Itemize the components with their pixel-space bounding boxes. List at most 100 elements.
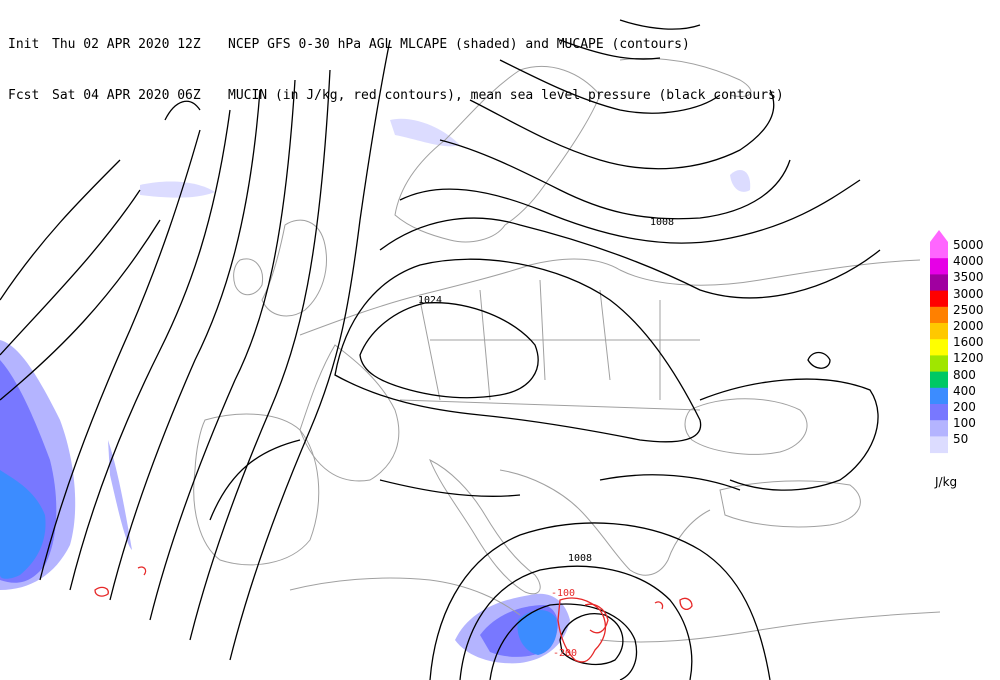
isobar [39, 129, 201, 581]
isobar [109, 89, 261, 601]
colorbar-unit: J/kg [935, 475, 958, 489]
colorbar-swatch-100 [930, 420, 948, 437]
isobar [559, 39, 661, 60]
isobar [619, 19, 701, 30]
colorbar-label-400: 400 [953, 383, 976, 398]
cin-contour [654, 601, 664, 610]
border-lines [399, 279, 701, 411]
isobar [189, 69, 331, 641]
cin-contour [94, 586, 109, 597]
colorbar-label-1200: 1200 [953, 351, 984, 366]
isobar-1008-south [459, 565, 693, 680]
cin-contour [137, 566, 147, 576]
cin-contour [557, 597, 607, 663]
colorbar-swatch-1200 [930, 355, 948, 373]
colorbar-label-2500: 2500 [953, 302, 984, 317]
cape-shade-strip [108, 440, 132, 550]
colorbar-swatch-3500 [930, 274, 948, 292]
colorbar-label-800: 800 [953, 367, 976, 382]
header-line-2: Fcst Sat 04 APR 2020 06Z MUCIN (in J/kg,… [8, 87, 784, 104]
isobar [599, 474, 741, 491]
cape-shade-sicily-max [517, 609, 558, 655]
coastline-continent [299, 258, 921, 336]
cin-label-b: -200 [553, 648, 577, 659]
colorbar-label-100: 100 [953, 416, 976, 431]
colorbar-swatch-5000 [930, 242, 948, 259]
coastline-turkey [719, 480, 861, 528]
header-desc-2: MUCIN (in J/kg, red contours), mean sea … [228, 88, 784, 103]
coastline-italy [429, 458, 541, 595]
coastline-balkans [499, 469, 711, 576]
colorbar-swatch-2500 [930, 306, 948, 324]
colorbar-label-2000: 2000 [953, 319, 984, 333]
colorbar-swatch-1600 [930, 339, 948, 356]
coastline-ireland [233, 258, 264, 296]
header-line-1: Init Thu 02 APR 2020 12Z NCEP GFS 0-30 h… [8, 36, 784, 53]
coastline-britain [261, 219, 327, 317]
isobar-1024 [359, 302, 539, 399]
coastlines [193, 57, 941, 643]
isobar [209, 439, 521, 521]
fcst-date: Sat 04 APR 2020 06Z [52, 88, 201, 103]
map-header: Init Thu 02 APR 2020 12Z NCEP GFS 0-30 h… [8, 2, 784, 121]
isobar-1020 [334, 258, 702, 443]
colorbar-swatch-4000 [930, 258, 948, 275]
cape-shading [0, 118, 751, 664]
coastline-blacksea [684, 398, 808, 455]
isobar [379, 217, 881, 299]
header-desc-1: NCEP GFS 0-30 hPa AGL MLCAPE (shaded) an… [228, 37, 690, 52]
cin-contour [679, 597, 693, 611]
coastline-iberia [193, 413, 320, 566]
colorbar-label-3000: 3000 [953, 286, 984, 301]
colorbar-swatch-400 [930, 387, 948, 405]
init-label: Init [8, 37, 40, 52]
isobar-small-low [807, 351, 831, 369]
colorbar-arrow [930, 230, 948, 242]
colorbar [930, 230, 948, 454]
isobar [229, 39, 391, 661]
cape-shade-russia [730, 170, 751, 192]
colorbar-label-3500: 3500 [953, 270, 984, 285]
isobar-south-core [559, 613, 624, 666]
pressure-label-high: 1024 [418, 295, 442, 306]
isobar [469, 89, 775, 170]
coastline-france [299, 344, 400, 482]
isobar [0, 189, 141, 356]
coastline-north-africa [289, 577, 941, 643]
colorbar-label-1600: 1600 [953, 335, 984, 350]
pressure-label-south: 1008 [568, 553, 592, 564]
isobar [149, 79, 296, 621]
isobar [399, 179, 861, 244]
colorbar-label-50: 50 [953, 432, 969, 447]
cape-shade-norway [390, 118, 460, 147]
colorbar-swatch-2000 [930, 323, 948, 340]
cin-label-a: -100 [551, 588, 575, 599]
cape-shade-atlantic-max [0, 470, 46, 579]
init-date: Thu 02 APR 2020 12Z [52, 37, 201, 52]
colorbar-swatch-3000 [930, 290, 948, 308]
colorbar-label-5000: 5000 [953, 238, 984, 252]
pressure-contours [0, 19, 881, 680]
isobar-east [699, 378, 879, 491]
colorbar-swatch-800 [930, 371, 948, 389]
cape-shade-northsea [140, 181, 215, 198]
isobar-south-outer [429, 522, 771, 680]
isobar [0, 159, 121, 301]
isobar-south-inner [489, 603, 638, 680]
colorbar-swatch-200 [930, 404, 948, 421]
colorbar-label-4000: 4000 [953, 254, 984, 269]
cin-contour [584, 603, 609, 634]
contour-label-group: 1008 1024 1008 -100 -200 [418, 217, 674, 659]
colorbar-swatch-50 [930, 436, 948, 454]
isobar [164, 100, 201, 121]
isobar [69, 109, 231, 591]
isobar [499, 59, 721, 114]
isobar [0, 219, 161, 401]
cin-contours [94, 566, 693, 663]
pressure-label-north: 1008 [650, 217, 674, 228]
isobar-1008-north [439, 139, 791, 220]
coastline-scandinavia [394, 66, 601, 243]
colorbar-label-200: 200 [953, 400, 976, 414]
fcst-label: Fcst [8, 88, 40, 103]
